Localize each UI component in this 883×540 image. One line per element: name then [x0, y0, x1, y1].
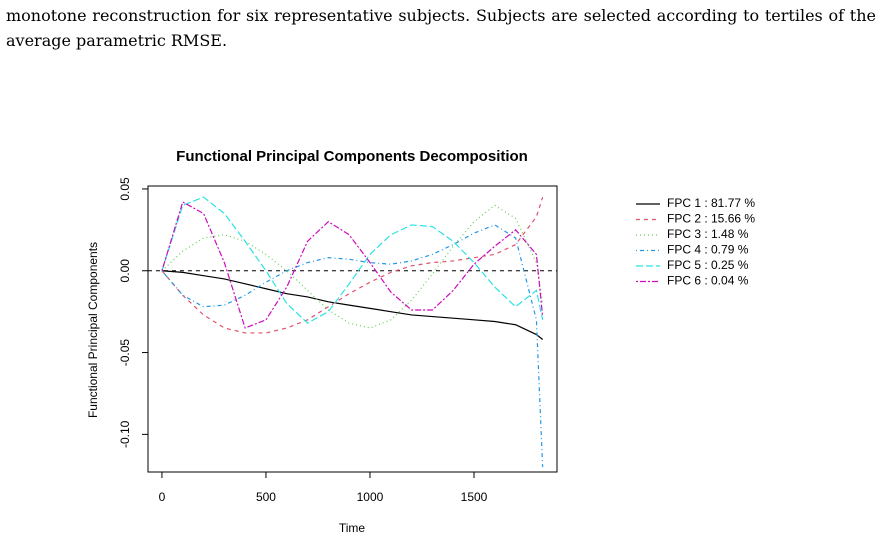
plot-frame [147, 185, 558, 473]
legend-label: FPC 1 : 81.77 % [667, 196, 755, 210]
series-line [161, 196, 544, 324]
legend-label: FPC 5 : 0.25 % [667, 258, 749, 272]
series-line [161, 224, 544, 468]
y-tick-label: -0.05 [118, 339, 132, 367]
chart-title: Functional Principal Components Decompos… [176, 148, 528, 165]
x-tick-label: 1000 [357, 490, 384, 504]
legend-label: FPC 2 : 15.66 % [667, 212, 755, 226]
series-line [161, 270, 544, 340]
y-tick-label: 0.05 [118, 177, 132, 201]
y-tick-label: 0.00 [118, 259, 132, 283]
paper-text: monotone reconstruction for six represen… [6, 6, 876, 25]
legend-label: FPC 6 : 0.04 % [667, 274, 749, 288]
x-tick-label: 1500 [461, 490, 488, 504]
paper-text: average parametric RMSE. [6, 31, 228, 50]
y-tick-label: -0.10 [118, 420, 132, 448]
series-line [161, 201, 544, 329]
x-tick-label: 0 [159, 490, 166, 504]
y-axis-label: Functional Principal Components [86, 242, 100, 418]
series-line [161, 196, 544, 334]
series-line [161, 204, 544, 329]
legend-label: FPC 3 : 1.48 % [667, 227, 749, 241]
legend-label: FPC 4 : 0.79 % [667, 243, 749, 257]
x-axis-label: Time [339, 521, 366, 535]
x-tick-label: 500 [256, 490, 276, 504]
